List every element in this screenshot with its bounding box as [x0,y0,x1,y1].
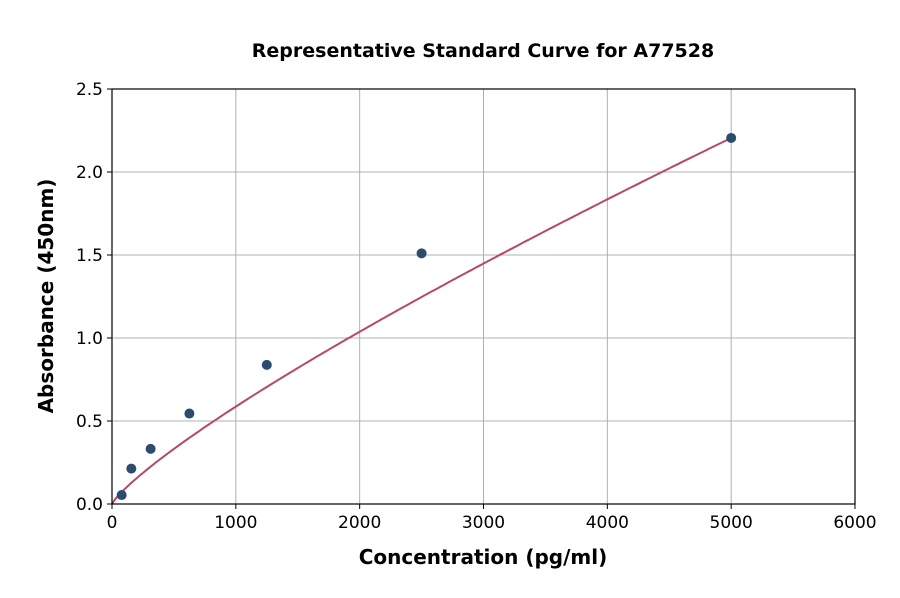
grid [111,88,856,505]
x-tick-label: 6000 [833,513,876,533]
data-point [726,132,737,143]
y-tick-label: 1.0 [76,329,103,349]
x-tick-label: 0 [107,513,118,533]
x-tick-label: 1000 [214,513,257,533]
chart-title: Representative Standard Curve for A77528 [252,40,714,62]
y-tick-label: 0.5 [76,412,103,432]
data-point [261,359,272,370]
data-point [416,248,427,259]
y-tick-label: 2.0 [76,163,103,183]
fit-curve-layer [111,137,732,505]
data-point [126,463,137,474]
y-tick-label: 0.0 [76,495,103,515]
data-point [116,490,127,501]
x-tick-label: 3000 [462,513,505,533]
data-point [184,408,195,419]
data-points [116,132,737,501]
data-point [145,443,156,454]
y-ticks: 0.0 0.5 1.0 1.5 2.0 2.5 [76,80,112,515]
x-tick-label: 4000 [586,513,629,533]
y-tick-label: 2.5 [76,80,103,100]
x-tick-label: 5000 [710,513,753,533]
y-axis-label: Absorbance (450nm) [34,179,58,414]
fit-curve [111,137,732,505]
x-tick-label: 2000 [338,513,381,533]
x-axis-label: Concentration (pg/ml) [359,545,608,569]
y-tick-label: 1.5 [76,246,103,266]
x-ticks: 0 1000 2000 3000 4000 5000 6000 [107,504,877,533]
